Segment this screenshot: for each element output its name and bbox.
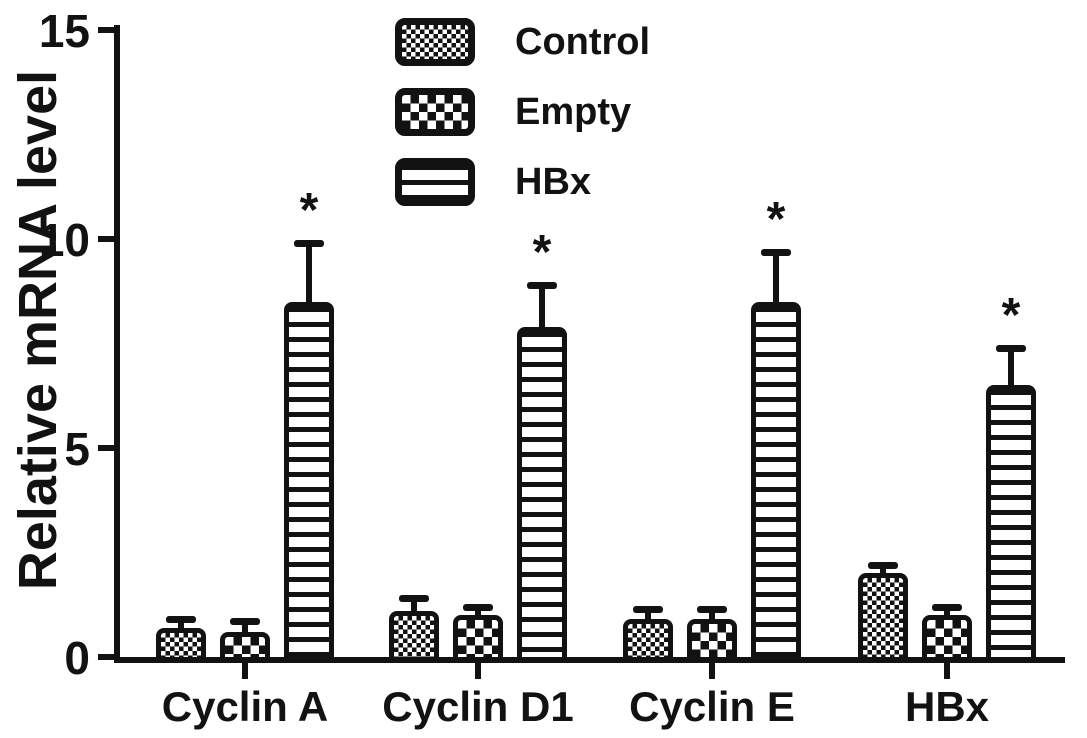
error-bar-whisker xyxy=(411,598,417,621)
legend-label-control: Control xyxy=(515,20,651,63)
error-bar-cap xyxy=(996,344,1026,352)
y-tick xyxy=(98,236,114,242)
error-bar-whisker xyxy=(709,608,715,630)
error-bar-whisker xyxy=(773,251,779,312)
x-category-label: HBx xyxy=(904,683,990,730)
bar-empty-cyclin-a xyxy=(220,631,270,657)
x-tick xyxy=(242,663,248,679)
legend-item-hbx: HBx xyxy=(395,158,650,206)
error-bar-whisker xyxy=(306,243,312,312)
error-bar-whisker xyxy=(645,608,651,630)
legend-label-empty: Empty xyxy=(515,90,632,133)
bar-control-cyclin-a xyxy=(156,627,206,657)
x-tick xyxy=(944,663,950,679)
bar-empty-cyclin-e xyxy=(687,619,737,657)
bar-control-hbx xyxy=(858,573,908,657)
error-bar-whisker xyxy=(242,621,248,642)
error-bar-cap xyxy=(633,605,663,613)
error-bar-cap xyxy=(932,603,962,611)
y-tick xyxy=(98,27,114,33)
y-axis-line xyxy=(114,25,120,663)
x-axis-line xyxy=(114,657,1065,663)
x-tick xyxy=(709,663,715,679)
x-tick xyxy=(475,663,481,679)
error-bar-cap xyxy=(868,562,898,570)
bar-control-cyclin-e xyxy=(623,619,673,657)
bar-hbx-hbx xyxy=(986,385,1036,657)
y-tick-label: 15 xyxy=(38,5,90,57)
error-bar-whisker xyxy=(1008,347,1014,396)
x-category-label: Cyclin E xyxy=(629,683,795,730)
error-bar-cap xyxy=(527,281,557,289)
bar-hbx-cyclin-a xyxy=(284,301,334,657)
x-category-label: Cyclin A xyxy=(161,683,329,730)
bar-empty-cyclin-d1 xyxy=(453,615,503,657)
legend: Control Empty HBx xyxy=(395,18,650,228)
y-tick xyxy=(98,654,114,660)
error-bar-cap xyxy=(697,605,727,613)
bar-hbx-cyclin-d1 xyxy=(517,326,567,657)
y-tick-label: 0 xyxy=(64,632,90,684)
bar-control-cyclin-d1 xyxy=(389,611,439,657)
bar-hbx-cyclin-e xyxy=(751,301,801,657)
empty-pattern-swatch xyxy=(395,88,475,136)
y-tick-label: 10 xyxy=(38,214,90,266)
error-bar-cap xyxy=(761,248,791,256)
y-tick xyxy=(98,445,114,451)
error-bar-cap xyxy=(399,595,429,603)
significance-asterisk: * xyxy=(299,184,319,238)
significance-asterisk: * xyxy=(766,192,786,246)
legend-item-control: Control xyxy=(395,18,650,66)
significance-asterisk: * xyxy=(532,225,552,279)
significance-asterisk: * xyxy=(1001,288,1021,342)
error-bar-cap xyxy=(230,618,260,626)
error-bar-cap xyxy=(294,240,324,248)
x-category-label: Cyclin D1 xyxy=(382,683,574,730)
legend-label-hbx: HBx xyxy=(515,160,592,203)
error-bar-cap xyxy=(166,616,196,624)
hbx-pattern-swatch xyxy=(395,158,475,206)
error-bar-cap xyxy=(463,603,493,611)
y-tick-label: 5 xyxy=(64,423,90,475)
control-pattern-swatch xyxy=(395,18,475,66)
error-bar-whisker xyxy=(539,284,545,337)
bar-empty-hbx xyxy=(922,615,972,657)
legend-item-empty: Empty xyxy=(395,88,650,136)
